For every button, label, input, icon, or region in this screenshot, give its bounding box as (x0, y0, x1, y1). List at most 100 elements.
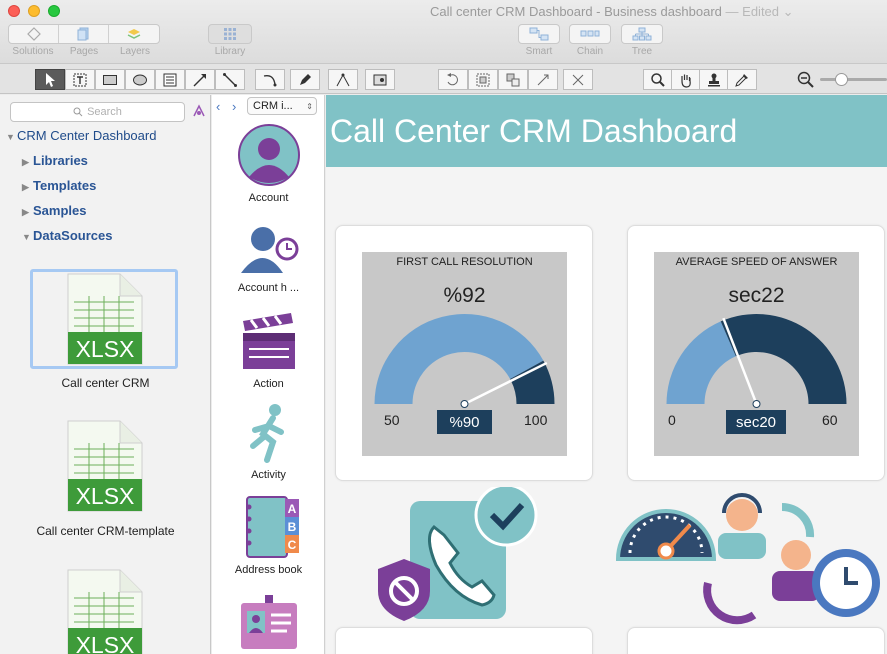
chevron-right-icon[interactable]: › (232, 99, 237, 114)
tree-button[interactable] (621, 24, 663, 44)
group-tool[interactable] (468, 69, 498, 90)
arrow-line-tool[interactable] (185, 69, 215, 90)
tree-item-label: DataSources (33, 228, 113, 243)
window-title: Call center CRM Dashboard - Business das… (430, 4, 794, 20)
gauge-min-label: 0 (668, 412, 676, 428)
connect-tool[interactable] (528, 69, 558, 90)
customer-head (781, 540, 811, 570)
chevron-left-icon[interactable]: ‹ (216, 99, 221, 114)
ungroup-tool[interactable] (498, 69, 528, 90)
smart-button[interactable] (518, 24, 560, 44)
library-select[interactable]: CRM i... ⇕ (247, 97, 317, 115)
group-icon (476, 73, 490, 86)
solutions-button[interactable] (9, 25, 59, 43)
datasource-file-call-center-crm[interactable]: XLSX (30, 269, 178, 369)
flip-icon (572, 74, 584, 85)
table-icon (163, 73, 177, 86)
gauge-panel: FIRST CALL RESOLUTION %92 50 100 %90 (362, 252, 567, 456)
zoom-slider-track[interactable] (820, 78, 887, 81)
edited-indicator[interactable]: — Edited ⌄ (725, 4, 794, 19)
library-item-label: Action (253, 378, 284, 390)
flip-tool[interactable] (563, 69, 593, 90)
library-item-account[interactable]: Account (212, 123, 325, 204)
gauge-arc-dark (720, 314, 847, 404)
rectangle-tool[interactable] (95, 69, 125, 90)
gauge-max-label: 100 (524, 412, 548, 428)
library-label: Library (214, 46, 246, 57)
bezier-tool[interactable] (328, 69, 358, 90)
select-tool[interactable] (35, 69, 65, 90)
pan-tool[interactable] (671, 69, 701, 90)
diagram-canvas[interactable]: Call Center CRM Dashboard FIRST CALL RES… (326, 95, 887, 654)
arc-icon (263, 74, 277, 86)
tree-item-samples[interactable]: ▶ Samples (22, 203, 86, 218)
ellipse-icon (133, 74, 147, 85)
text-box-tool[interactable] (65, 69, 95, 90)
chain-label: Chain (576, 46, 604, 57)
running-person-icon (249, 404, 284, 463)
gauge-title: AVERAGE SPEED OF ANSWER (675, 256, 838, 268)
gauge-arc-dark (510, 360, 555, 404)
gauge-needle-hub (460, 400, 469, 408)
layers-button[interactable] (109, 25, 159, 43)
gauge-min-label: 50 (384, 412, 400, 428)
zoom-slider-thumb[interactable] (835, 73, 848, 86)
stamp-tool[interactable] (699, 69, 729, 90)
tree-item-libraries[interactable]: ▶ Libraries (22, 153, 88, 168)
library-select-value: CRM i... (253, 100, 293, 112)
zoom-tool[interactable] (643, 69, 673, 90)
dashboard-card[interactable] (335, 627, 593, 654)
gauge-panel: AVERAGE SPEED OF ANSWER sec22 0 60 sec20 (654, 252, 859, 456)
table-tool[interactable] (155, 69, 185, 90)
search-icon (73, 107, 83, 117)
svg-text:A: A (287, 502, 296, 516)
disclosure-open-icon: ▼ (6, 132, 15, 142)
dashboard-card[interactable] (627, 627, 885, 654)
file-type-label: XLSX (76, 483, 135, 509)
chain-button[interactable] (569, 24, 611, 44)
magnifier-icon (651, 72, 665, 87)
tree-label: Tree (631, 46, 653, 57)
headset-icon (722, 493, 762, 514)
tree-root-crm-center-dashboard[interactable]: ▼ CRM Center Dashboard (6, 128, 156, 143)
eyedropper-tool[interactable] (727, 69, 757, 90)
search-placeholder: Search (87, 106, 122, 118)
datasource-file[interactable]: XLSX (30, 565, 178, 654)
maximize-window-button[interactable] (48, 5, 60, 17)
rotate-tool[interactable] (438, 69, 468, 90)
phone-check-illustration (378, 487, 538, 621)
close-window-button[interactable] (8, 5, 20, 17)
line-tool[interactable] (215, 69, 245, 90)
arrow-line-icon (193, 73, 206, 86)
gauge-value: sec22 (728, 284, 785, 307)
library-item-id-badge[interactable] (212, 593, 325, 654)
file-type-label: XLSX (76, 632, 135, 654)
gauge-card-average-speed-of-answer[interactable]: AVERAGE SPEED OF ANSWER sec22 0 60 sec20 (627, 225, 885, 481)
solution-browser-icon[interactable] (191, 103, 207, 119)
minimize-window-button[interactable] (28, 5, 40, 17)
smart-label: Smart (525, 46, 553, 57)
gauge-dial (666, 314, 847, 408)
gauge-card-first-call-resolution[interactable]: FIRST CALL RESOLUTION %92 50 100 %90 (335, 225, 593, 481)
pen-tool[interactable] (290, 69, 320, 90)
layers-icon (127, 29, 141, 39)
tree-item-label: Libraries (33, 153, 88, 168)
address-book-icon: ABC (245, 496, 299, 558)
library-item-label: Account h ... (237, 282, 300, 294)
search-field[interactable]: Search (10, 102, 185, 122)
tree-item-templates[interactable]: ▶ Templates (22, 178, 96, 193)
insert-image-tool[interactable] (365, 69, 395, 90)
chain-icon (580, 30, 600, 37)
pointer-arrow-icon (46, 72, 55, 87)
ellipse-tool[interactable] (125, 69, 155, 90)
tree-item-datasources[interactable]: ▼ DataSources (22, 228, 112, 243)
pages-button[interactable] (59, 25, 109, 43)
zoom-out-icon[interactable] (797, 71, 815, 89)
datasource-file-call-center-crm-template[interactable]: XLSX (30, 416, 178, 516)
arc-tool[interactable] (255, 69, 285, 90)
library-item-account-history[interactable]: Account h ... (212, 221, 325, 294)
library-item-activity[interactable]: Activity (212, 402, 325, 481)
library-button[interactable] (208, 24, 252, 44)
library-item-action[interactable]: Action (212, 311, 325, 390)
